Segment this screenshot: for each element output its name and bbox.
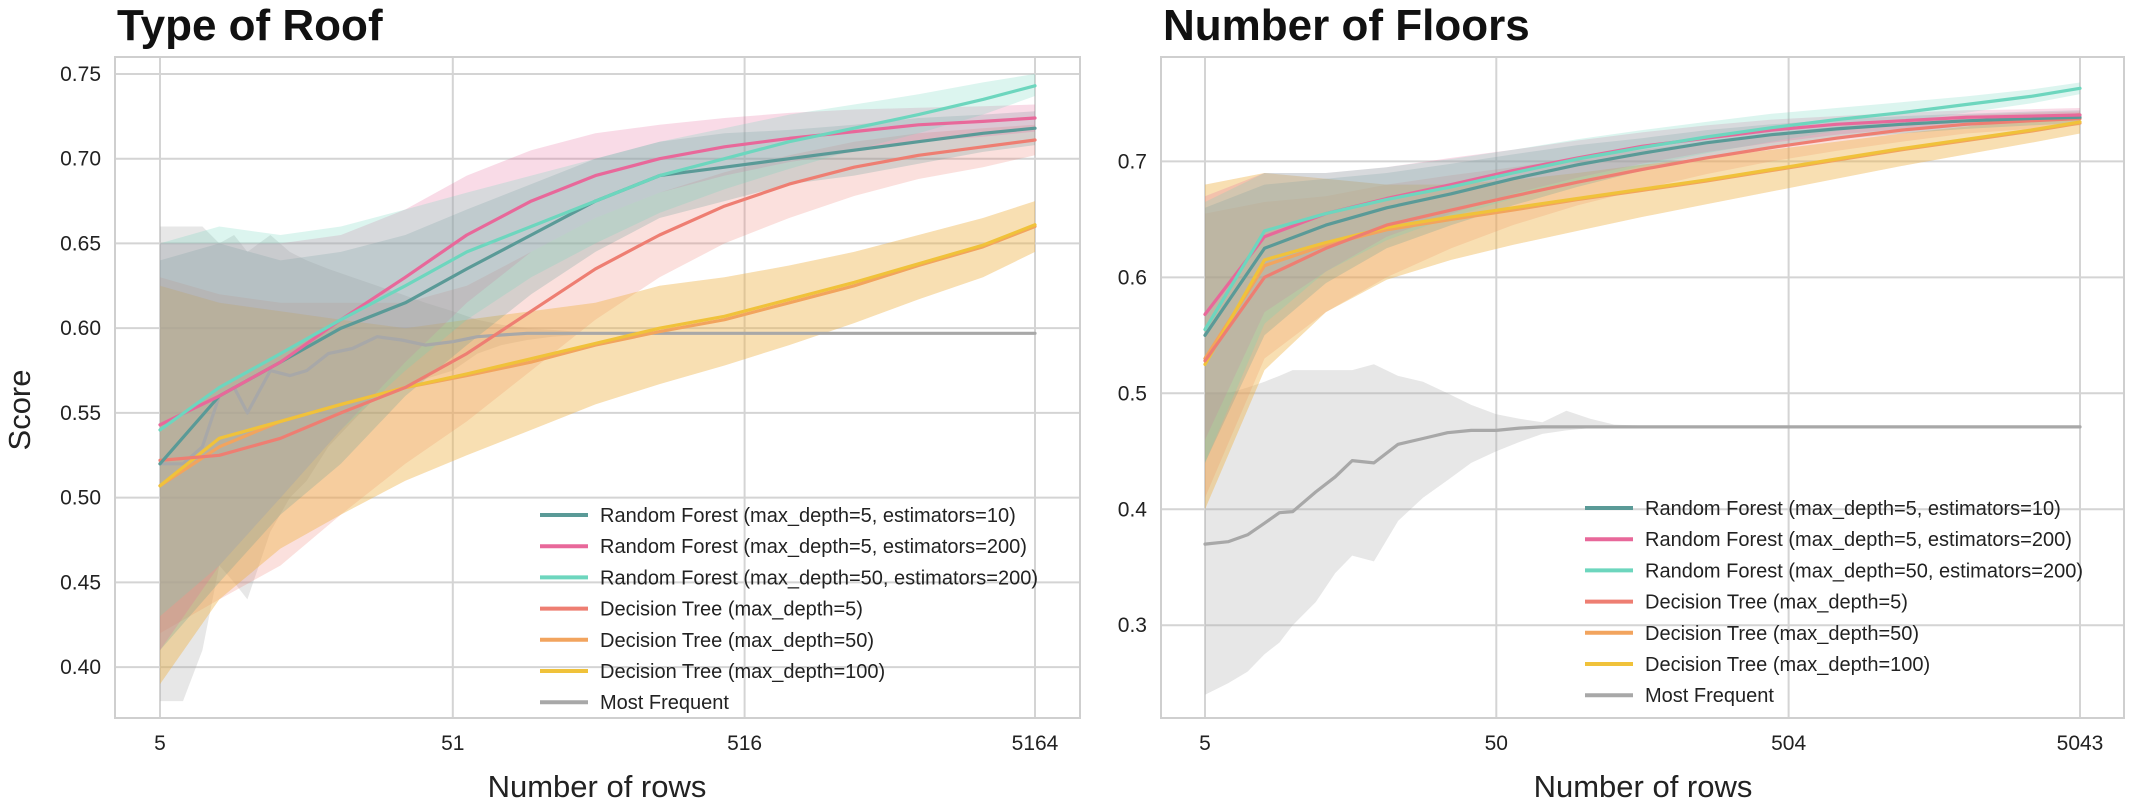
- x-tick-label: 5043: [2057, 732, 2104, 755]
- band-most-frequent: [1205, 364, 2080, 695]
- line-random-forest-max-depth-5-estimators-10: [1203, 115, 2082, 337]
- band-decision-tree-max-depth-50: [1205, 112, 2080, 510]
- right-x-axis-label: Number of rows: [1534, 769, 1753, 804]
- legend-label: Decision Tree (max_depth=5): [1645, 592, 1908, 614]
- band-decision-tree-max-depth-100: [1205, 112, 2080, 510]
- x-tick-label: 51: [441, 732, 464, 755]
- y-tick-label: 0.5: [1118, 382, 1147, 405]
- plot-frame: [1160, 56, 2125, 719]
- y-tick-label: 0.6: [1118, 266, 1147, 289]
- left-chart-title: Type of Roof: [117, 1, 383, 50]
- y-tick-label: 0.75: [60, 63, 101, 86]
- left-x-axis-label: Number of rows: [488, 769, 707, 804]
- line-random-forest-max-depth-50-estimators-200: [158, 84, 1037, 432]
- y-tick-label: 0.4: [1118, 498, 1148, 521]
- y-axis-label: Score: [2, 370, 37, 451]
- x-tick-label: 5164: [1012, 732, 1059, 755]
- y-tick-label: 0.50: [60, 487, 101, 510]
- legend-label: Decision Tree (max_depth=5): [600, 599, 863, 621]
- band-decision-tree-max-depth-5: [1205, 111, 2080, 498]
- x-tick-label: 5: [154, 732, 166, 755]
- band-random-forest-max-depth-5-estimators-10: [160, 111, 1035, 651]
- x-tick-label: 504: [1771, 732, 1806, 755]
- line-random-forest-max-depth-50-estimators-200: [1203, 86, 2082, 332]
- legend-label: Random Forest (max_depth=5, estimators=1…: [1645, 498, 2061, 520]
- band-random-forest-max-depth-5-estimators-200: [160, 104, 1035, 651]
- legend-label: Random Forest (max_depth=5, estimators=2…: [1645, 529, 2072, 551]
- y-tick-label: 0.65: [60, 232, 101, 255]
- left-chart-type-of-roof: 5 51 516 5164 0.40 0.45 0.50 0.55 0.60 0.65 0.70 0.…: [60, 56, 1081, 755]
- line-decision-tree-max-depth-100: [158, 223, 1037, 488]
- legend-label: Random Forest (max_depth=5, estimators=2…: [600, 536, 1027, 558]
- x-tick-label: 5: [1199, 732, 1211, 755]
- y-tick-label: 0.45: [60, 571, 101, 594]
- band-most-frequent: [160, 226, 1035, 702]
- band-random-forest-max-depth-50-estimators-200: [160, 73, 1035, 617]
- band-random-forest-max-depth-50-estimators-200: [1205, 82, 2080, 463]
- right-chart-title: Number of Floors: [1163, 1, 1530, 50]
- band-decision-tree-max-depth-50: [160, 201, 1035, 685]
- legend-label: Decision Tree (max_depth=100): [1645, 654, 1930, 676]
- y-tick-label: 0.3: [1118, 614, 1147, 637]
- line-decision-tree-max-depth-5: [1203, 116, 2082, 363]
- line-most-frequent: [1203, 425, 2082, 546]
- legend-label: Decision Tree (max_depth=50): [600, 630, 874, 652]
- line-decision-tree-max-depth-5: [158, 138, 1037, 462]
- plot-frame: [114, 56, 1081, 719]
- legend-label: Random Forest (max_depth=50, estimators=…: [1645, 560, 2083, 582]
- y-tick-label: 0.70: [60, 148, 101, 171]
- y-tick-label: 0.55: [60, 402, 101, 425]
- legend-label: Most Frequent: [1645, 685, 1774, 707]
- y-tick-label: 0.7: [1118, 150, 1147, 173]
- legend-label: Decision Tree (max_depth=100): [600, 661, 885, 683]
- legend-label: Random Forest (max_depth=5, estimators=1…: [600, 505, 1016, 527]
- legend-label: Decision Tree (max_depth=50): [1645, 623, 1919, 645]
- y-tick-label: 0.60: [60, 317, 101, 340]
- line-decision-tree-max-depth-100: [1203, 120, 2082, 366]
- band-decision-tree-max-depth-100: [160, 201, 1035, 685]
- legend-label: Most Frequent: [600, 692, 729, 714]
- band-decision-tree-max-depth-5: [160, 124, 1035, 634]
- y-tick-label: 0.40: [60, 656, 101, 679]
- x-tick-label: 516: [727, 732, 762, 755]
- right-chart-number-of-floors: 5 50 504 5043 0.3 0.4 0.5 0.6 0.7 Random Forest (…: [1118, 56, 2125, 755]
- line-random-forest-max-depth-5-estimators-200: [158, 116, 1037, 427]
- x-tick-label: 50: [1485, 732, 1508, 755]
- legend-label: Random Forest (max_depth=50, estimators=…: [600, 567, 1038, 589]
